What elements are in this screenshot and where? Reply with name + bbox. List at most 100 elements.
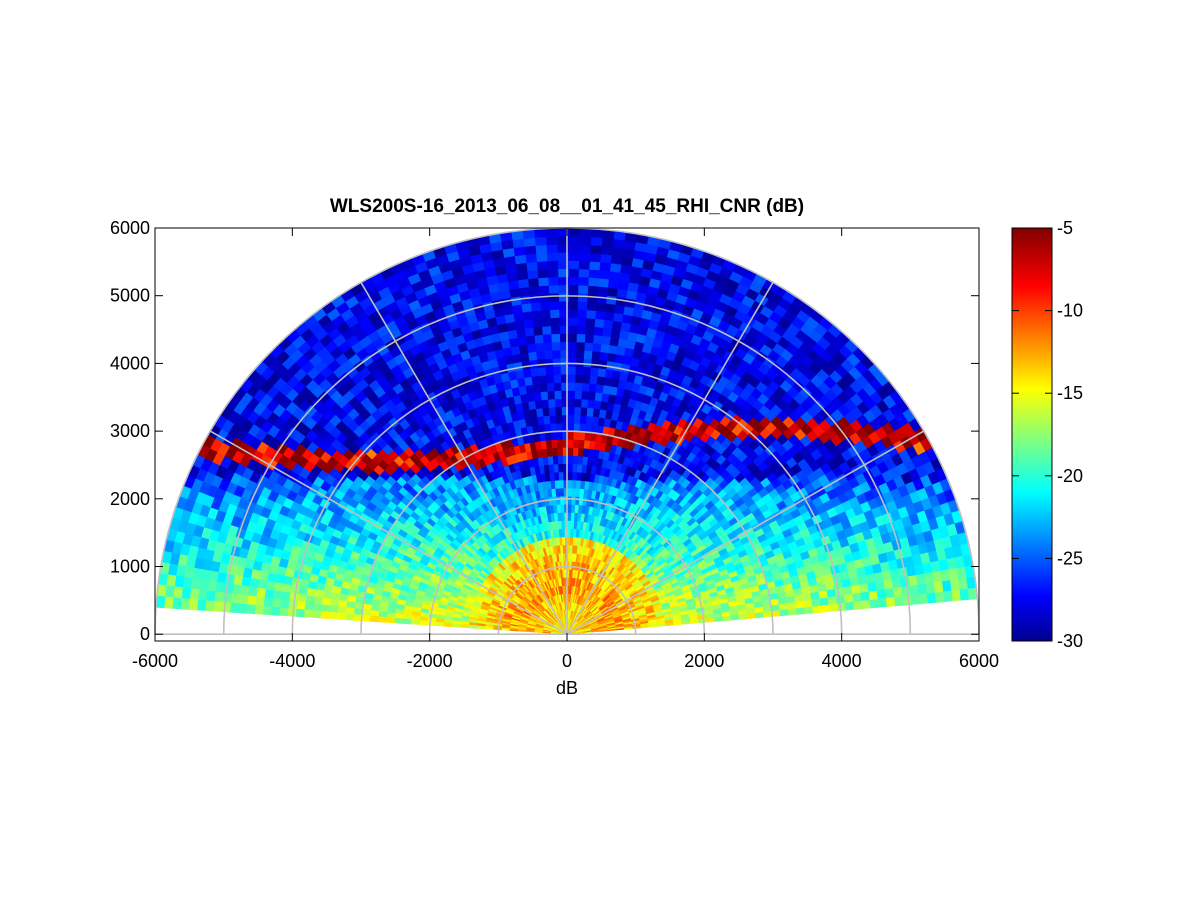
heatmap-cell-4170 [247, 586, 258, 597]
heatmap-cell-3368 [574, 374, 583, 384]
heatmap-cell-2837 [548, 414, 557, 425]
heatmap-cell-4867 [567, 260, 580, 270]
heatmap-cell-4816 [933, 580, 944, 593]
heatmap-cell-4974 [567, 252, 580, 262]
heatmap-cell-3848 [273, 582, 284, 593]
heatmap-cell-4493 [221, 601, 232, 613]
heatmap-cell-3421 [304, 595, 315, 604]
heatmap-cell-2510 [583, 439, 591, 449]
heatmap-cell-3638 [844, 601, 855, 611]
heatmap-cell-3316 [311, 610, 322, 619]
heatmap-cell-2620 [567, 430, 574, 440]
heatmap-cell-4331 [577, 300, 588, 311]
heatmap-cell-2190 [576, 463, 583, 473]
heatmap-cell-3902 [584, 333, 594, 344]
heatmap-cell-3101 [328, 605, 339, 614]
heatmap-cell-3154 [574, 390, 583, 400]
heatmap-cell-4280 [894, 595, 904, 607]
heatmap-cell-4491 [223, 582, 234, 594]
heatmap-cell-3371 [552, 373, 562, 384]
heatmap-cell-748 [509, 628, 519, 632]
heatmap-cell-2887 [345, 607, 355, 615]
heatmap-cell-4602 [917, 582, 928, 595]
heatmap-cell-2833 [573, 414, 581, 424]
heatmap-cell-4329 [595, 302, 607, 312]
heatmap-cell-3797 [567, 341, 577, 351]
heatmap-cell-3579 [597, 359, 608, 370]
heatmap-cell-3262 [567, 382, 576, 391]
heatmap-cell-4656 [537, 276, 549, 287]
heatmap-cell-3689 [575, 349, 585, 359]
heatmap-cell-3157 [553, 390, 562, 400]
heatmap-cell-1977 [571, 479, 577, 489]
heatmap-cell-4384 [231, 584, 242, 595]
heatmap-cell-4760 [567, 268, 579, 278]
heatmap-cell-2460 [377, 616, 387, 623]
heatmap-cell-3373 [538, 374, 547, 385]
heatmap-cell-3481 [529, 367, 539, 377]
heatmap-cell-4221 [603, 311, 615, 321]
heatmap-cell-3578 [605, 360, 616, 371]
heatmap-cell-4863 [609, 262, 622, 273]
heatmap-cell-3052 [540, 399, 549, 409]
heatmap-cell-3636 [287, 600, 298, 610]
heatmap-cell-3261 [574, 382, 583, 392]
heatmap-cell-2192 [567, 463, 573, 473]
heatmap-cell-3851 [270, 606, 281, 616]
heatmap-cell-4976 [546, 252, 559, 262]
heatmap-cell-3634 [289, 584, 300, 595]
heatmap-cell-2087 [558, 471, 564, 481]
heatmap-cell-3581 [582, 358, 592, 368]
heatmap-cell-962 [492, 626, 502, 631]
heatmap-cell-3687 [591, 350, 601, 361]
heatmap-cell-2618 [578, 431, 586, 441]
heatmap-cell-3904 [567, 333, 577, 343]
heatmap-cell-3365 [596, 375, 605, 386]
heatmap-cell-4764 [526, 269, 539, 280]
heatmap-cell-2940 [573, 406, 582, 416]
heatmap-cell-4649 [607, 278, 620, 289]
heatmap-cell-2302 [552, 455, 559, 465]
heatmap-cell-3372 [545, 374, 554, 384]
heatmap-cell-3424 [828, 603, 839, 612]
heatmap-cell-2831 [585, 415, 593, 425]
heatmap-cell-3367 [581, 374, 591, 384]
heatmap-cell-3901 [592, 334, 603, 345]
heatmap-cell-4492 [222, 592, 233, 604]
heatmap-cell-4227 [549, 308, 560, 319]
heatmap-cell-3796 [575, 341, 585, 351]
heatmap-cell-2353 [385, 617, 396, 624]
heatmap-cell-3580 [590, 358, 600, 369]
heatmap-cell-1871 [567, 487, 573, 497]
heatmap-cell-3045 [586, 399, 595, 409]
heatmap-cell-4006 [610, 328, 621, 339]
heatmap-cell-4279 [237, 603, 248, 614]
heatmap-cell-4231 [512, 311, 524, 322]
heatmap-cell-3583 [567, 357, 577, 367]
heatmap-cell-1978 [567, 479, 573, 489]
heatmap-cell-4973 [578, 252, 591, 262]
heatmap-cell-2516 [550, 439, 558, 449]
heatmap-cell-3637 [287, 607, 297, 617]
heatmap-cell-4765 [516, 270, 529, 281]
heatmap-cell-3695 [527, 351, 538, 361]
heatmap-cell-2301 [557, 455, 564, 465]
heatmap-cell-2513 [567, 438, 574, 448]
heatmap-cell-4757 [598, 269, 610, 280]
heatmap-cell-4223 [585, 309, 597, 319]
heatmap-cell-3531 [836, 602, 847, 612]
heatmap-cell-4174 [884, 587, 895, 599]
heatmap-cell-3103 [804, 605, 814, 615]
heatmap-cell-3209 [319, 610, 330, 619]
heatmap-cell-3258 [595, 383, 604, 394]
heatmap-cell-4707 [204, 600, 215, 612]
heatmap-cell-2405 [572, 447, 579, 457]
heatmap-cell-4437 [586, 293, 598, 303]
heatmap-cell-3903 [575, 333, 586, 343]
heatmap-cell-2511 [577, 439, 585, 449]
heatmap-cell-2729 [555, 422, 563, 432]
heatmap-cell-2945 [541, 407, 550, 417]
heatmap-cell-4870 [536, 260, 548, 271]
heatmap-cell-1764 [567, 495, 572, 505]
